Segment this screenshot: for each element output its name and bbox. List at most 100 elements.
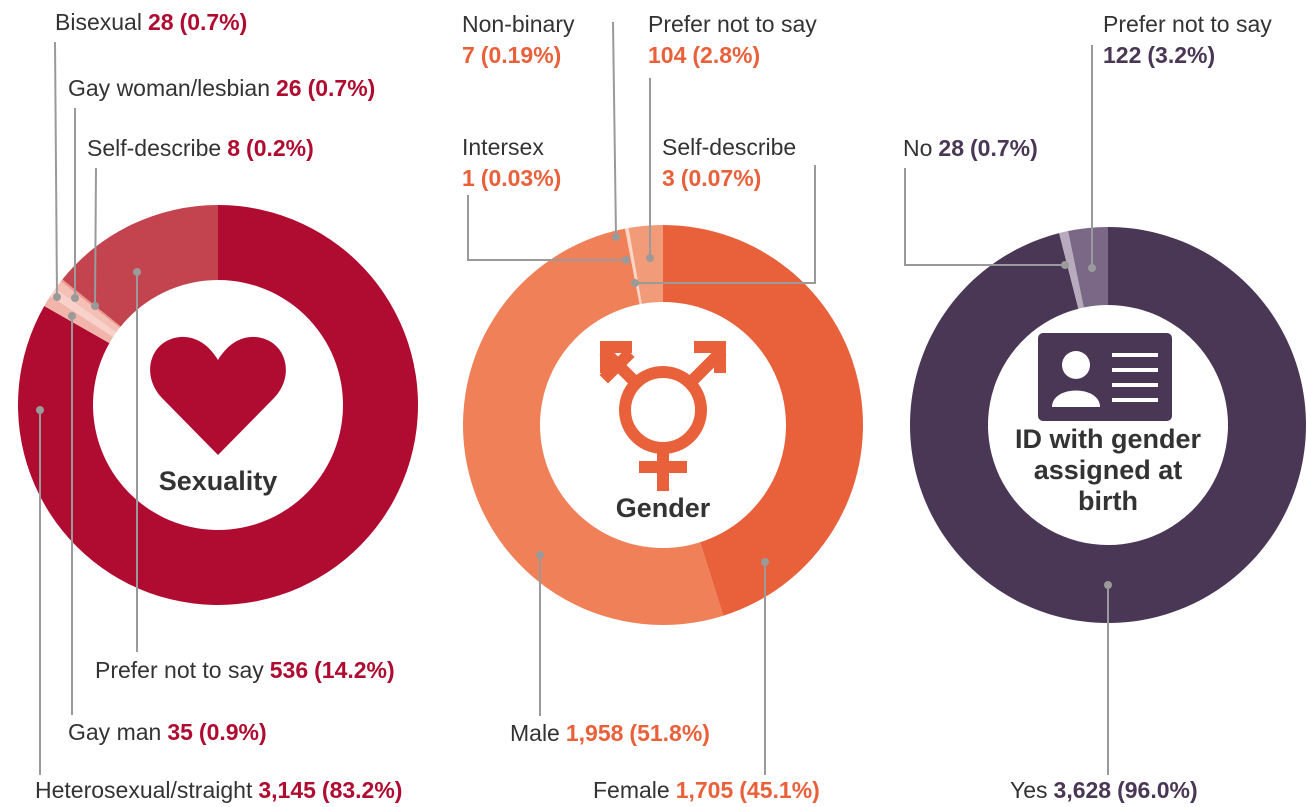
percent-label: (45.1%) [739, 777, 820, 803]
labels: Heterosexual/straight 3,145 (83.2%) Gay man… [35, 9, 1272, 803]
donut-slice [462, 228, 724, 626]
percent-label: (0.7%) [308, 75, 376, 101]
leader-line [54, 41, 58, 298]
leader-line [904, 168, 1065, 266]
slice-label: Prefer not to say 536 (14.2%) [95, 657, 395, 683]
percent-label: (0.9%) [199, 719, 267, 745]
donut-slice [910, 227, 1306, 623]
count-label: 28 [148, 9, 174, 35]
category-name: Non-binary [462, 11, 575, 37]
slices [17, 205, 1306, 626]
percent-label: (0.07%) [681, 165, 762, 191]
count-label: 122 [1103, 42, 1141, 68]
leader-dot [1088, 264, 1096, 272]
slice-label: Heterosexual/straight 3,145 (83.2%) [35, 777, 402, 803]
leader-dot [1104, 581, 1112, 589]
percent-label: (0.2%) [246, 135, 314, 161]
count-label: 1 [462, 165, 475, 191]
chart-title: Sexuality [159, 466, 278, 496]
count-label: 3 [662, 165, 675, 191]
gender-icon [599, 341, 727, 491]
leader-dot [536, 551, 544, 559]
leader-line [612, 21, 617, 238]
leader-dot [91, 302, 99, 310]
donut-slice [628, 225, 663, 304]
leader-line [467, 195, 626, 261]
category-name: Self-describe [87, 135, 221, 161]
percent-label: (0.7%) [180, 9, 248, 35]
category-name: Intersex [462, 134, 544, 160]
count-label: 536 [270, 657, 308, 683]
leader-dot [646, 254, 654, 262]
percent-label: (0.19%) [481, 42, 562, 68]
leader-dot [761, 558, 769, 566]
category-name: Self-describe [662, 134, 796, 160]
slice-label: Bisexual 28 (0.7%) [55, 9, 247, 35]
category-name: Gay woman/lesbian [68, 75, 270, 101]
percent-label: (14.2%) [314, 657, 395, 683]
count-label: 35 [167, 719, 193, 745]
count-label: 28 [938, 135, 964, 161]
slice-label: Yes 3,628 (96.0%) [1010, 777, 1198, 803]
donut-slice [44, 296, 114, 344]
category-name: Prefer not to say [95, 657, 264, 683]
leader-dot [133, 268, 141, 276]
slice-label: Prefer not to say 122 (3.2%) [1103, 11, 1272, 68]
percent-label: (96.0%) [1117, 777, 1198, 803]
slice-label: Prefer not to say 104 (2.8%) [648, 11, 817, 68]
count-label: 1,705 [676, 777, 734, 803]
donut-slice [1059, 231, 1084, 309]
category-name: No [903, 135, 932, 161]
slice-label: Intersex 1 (0.03%) [462, 134, 561, 191]
donut-slice [55, 281, 120, 333]
leader-dot [68, 312, 76, 320]
category-name: Male [510, 720, 560, 746]
id-card-icon [1038, 333, 1172, 421]
percent-label: (83.2%) [322, 777, 403, 803]
leader-line [94, 167, 97, 307]
leader-dot [622, 256, 630, 264]
slice-label: No 28 (0.7%) [903, 135, 1038, 161]
slice-label: Self-describe 3 (0.07%) [662, 134, 796, 191]
category-name: Gay man [68, 719, 161, 745]
title-line: ID with gender [1015, 424, 1202, 454]
category-name: Yes [1010, 777, 1048, 803]
percent-label: (0.03%) [481, 165, 562, 191]
percent-label: (51.8%) [629, 720, 710, 746]
title-line: Sexuality [159, 466, 278, 496]
count-label: 26 [276, 75, 302, 101]
category-name: Bisexual [55, 9, 142, 35]
chart-title: Gender [616, 493, 711, 523]
heart-icon [150, 336, 286, 455]
leader-dot [53, 293, 61, 301]
percent-label: (0.7%) [970, 135, 1038, 161]
category-name: Female [593, 777, 670, 803]
leader-dot [631, 279, 639, 287]
donut-slice [50, 288, 117, 337]
title-line: birth [1078, 486, 1138, 516]
category-name: Prefer not to say [1103, 11, 1272, 37]
slice-label: Male 1,958 (51.8%) [510, 720, 710, 746]
leader-dot [612, 233, 620, 241]
percent-label: (2.8%) [692, 42, 760, 68]
title-line: assigned at [1034, 455, 1183, 485]
donut-slice [62, 205, 218, 327]
leader-line [635, 165, 816, 284]
donut-slice [1068, 227, 1108, 308]
slice-label: Self-describe 8 (0.2%) [87, 135, 314, 161]
count-label: 7 [462, 42, 475, 68]
leader-dot [71, 294, 79, 302]
donut-slice [17, 205, 418, 606]
leader-dot [36, 406, 44, 414]
count-label: 104 [648, 42, 687, 68]
category-name: Heterosexual/straight [35, 777, 253, 803]
leader-dot [1061, 261, 1069, 269]
category-name: Prefer not to say [648, 11, 817, 37]
count-label: 3,628 [1054, 777, 1112, 803]
slice-label: Female 1,705 (45.1%) [593, 777, 820, 803]
donut-slice [663, 225, 863, 616]
chart-title: ID with gender assigned at birth [1015, 424, 1202, 516]
count-label: 3,145 [258, 777, 316, 803]
percent-label: (3.2%) [1147, 42, 1215, 68]
